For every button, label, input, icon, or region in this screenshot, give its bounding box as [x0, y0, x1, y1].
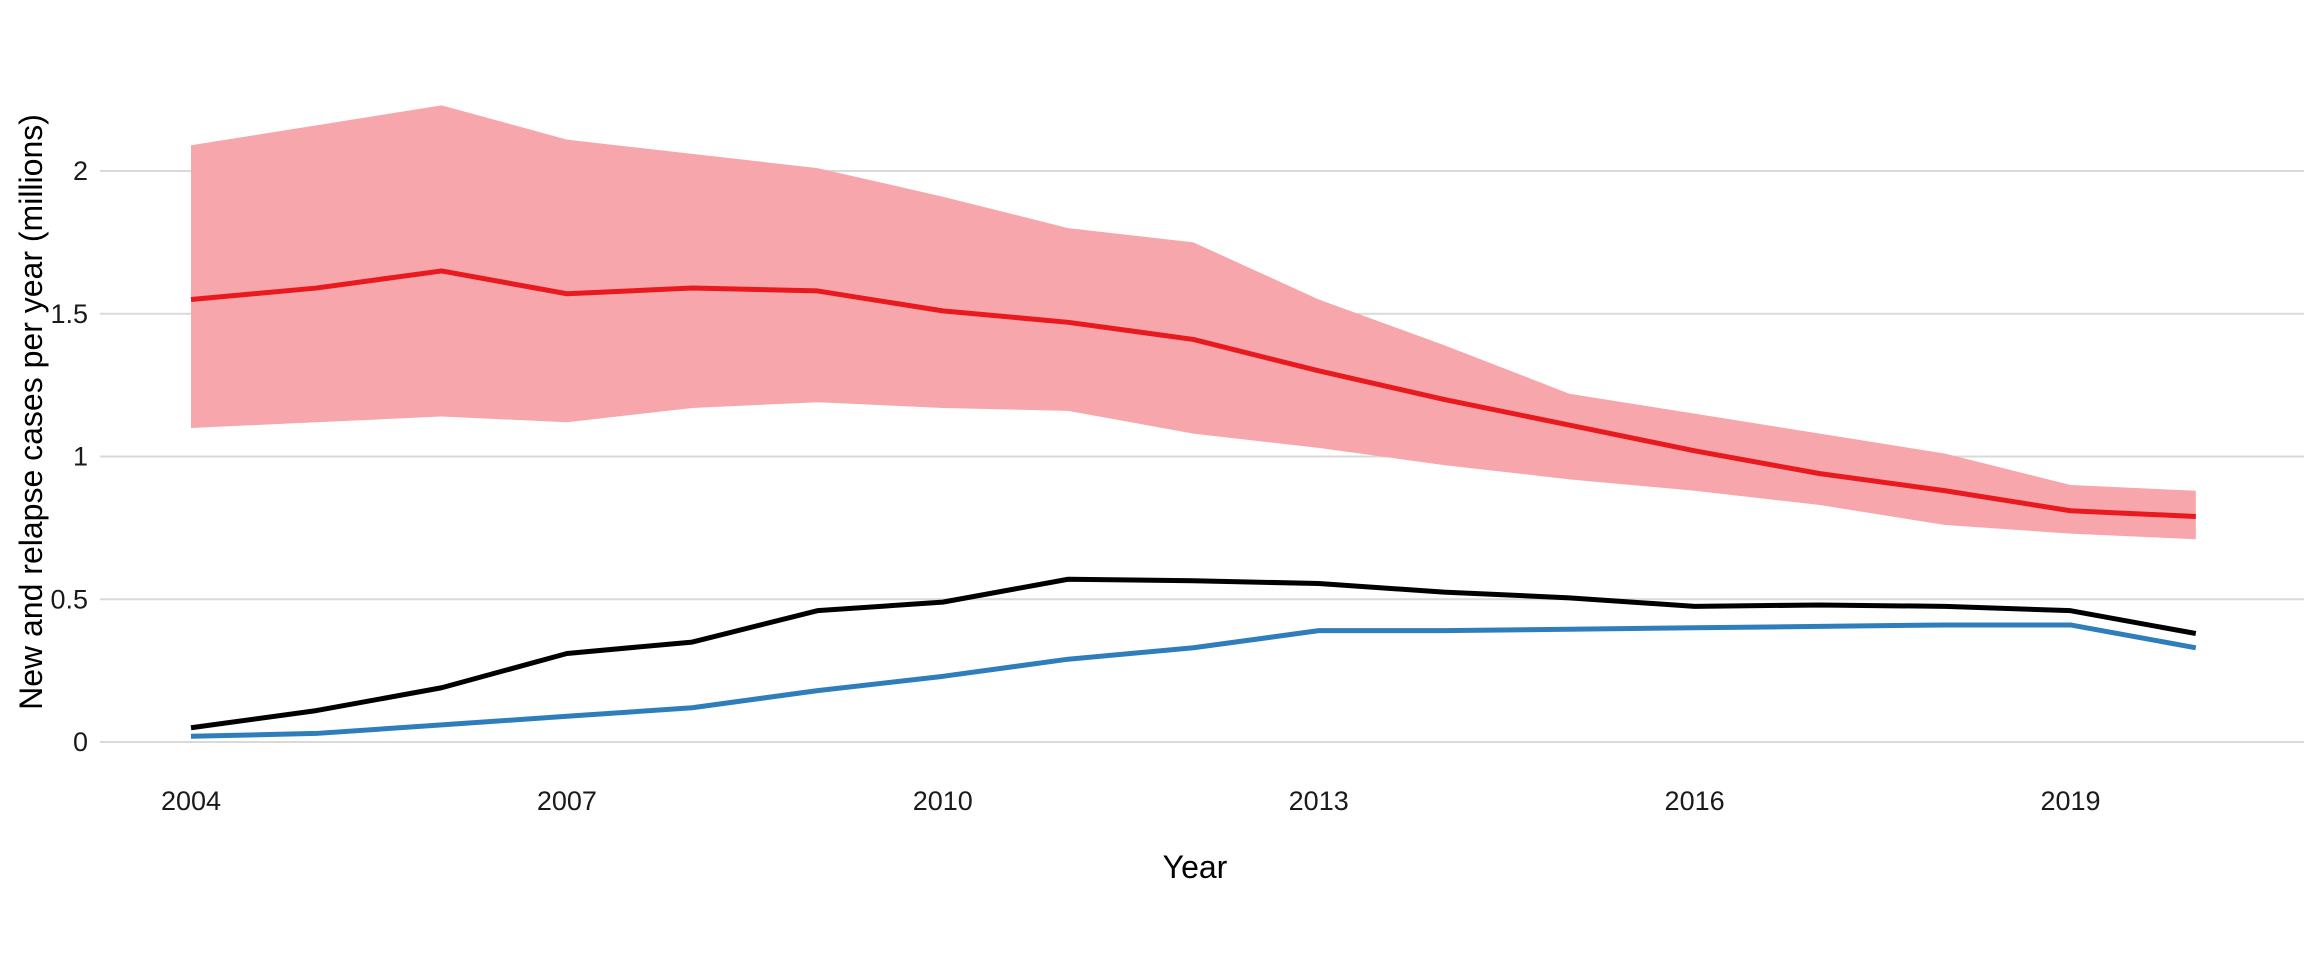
x-tick-label: 2016 — [1665, 786, 1725, 816]
y-tick-label: 2 — [73, 156, 88, 186]
plot-area: 0 0.5 1 1.5 2 2004 2007 2010 2013 2016 2019 — [50, 105, 2304, 816]
x-tick-label: 2007 — [537, 786, 597, 816]
x-tick-label: 2013 — [1289, 786, 1349, 816]
y-axis-title: New and relapse cases per year (millions… — [13, 114, 49, 710]
x-tick-label: 2019 — [2040, 786, 2100, 816]
y-tick-label: 1 — [73, 442, 88, 472]
uncertainty-band — [191, 105, 2196, 540]
y-tick-label: 1.5 — [50, 299, 88, 329]
x-tick-label: 2010 — [913, 786, 973, 816]
x-axis-title: Year — [1163, 849, 1228, 885]
x-tick-label: 2004 — [161, 786, 221, 816]
y-tick-label: 0.5 — [50, 584, 88, 614]
y-tick-label: 0 — [73, 727, 88, 757]
red-central-estimate-with-uncertainty-band — [190, 268, 2196, 519]
black-line — [190, 576, 2197, 731]
blue-line — [190, 622, 2197, 739]
